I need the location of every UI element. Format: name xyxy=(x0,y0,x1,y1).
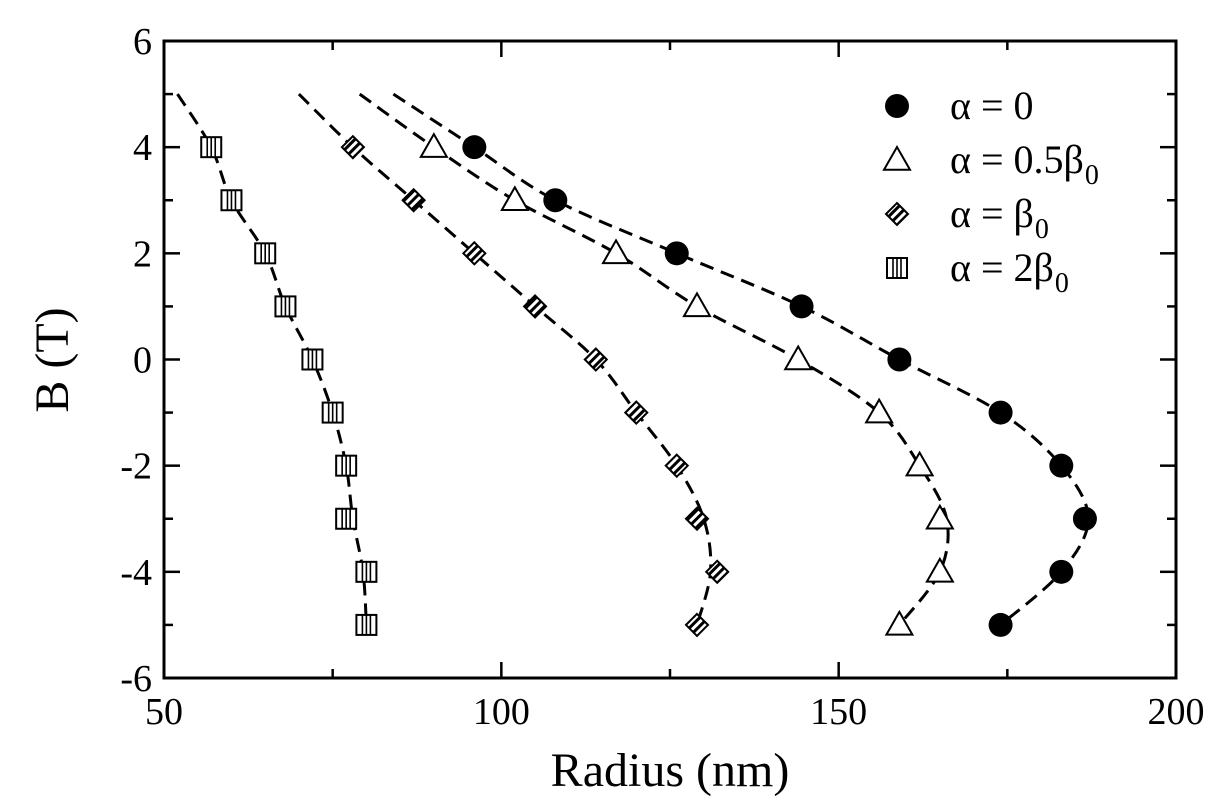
data-point-series-2 xyxy=(884,609,915,636)
y-tick-label: -2 xyxy=(120,446,152,488)
data-point-series-3 xyxy=(704,559,730,585)
data-point-series-3 xyxy=(664,453,690,479)
data-point-series-4 xyxy=(335,507,358,530)
legend-marker-series-1 xyxy=(885,94,909,118)
y-tick-label: -6 xyxy=(120,658,152,700)
data-point-series-4 xyxy=(355,560,378,583)
data-point-series-3 xyxy=(522,294,548,319)
data-point-series-2 xyxy=(783,344,813,371)
data-point-series-1 xyxy=(988,400,1013,425)
data-point-series-3 xyxy=(623,400,649,425)
y-tick-label: 0 xyxy=(133,340,152,382)
legend-label-series-4: α = 2β xyxy=(950,245,1054,290)
x-tick-label: 100 xyxy=(473,691,530,733)
legend-subscript-series-4: 0 xyxy=(1055,268,1069,299)
data-point-series-4 xyxy=(321,401,344,424)
data-point-series-2 xyxy=(682,291,712,318)
legend-marker-series-3 xyxy=(884,201,910,227)
x-tick-label: 150 xyxy=(810,691,867,733)
data-point-series-2 xyxy=(904,450,935,477)
data-point-series-1 xyxy=(462,135,487,160)
data-point-series-4 xyxy=(355,613,378,636)
data-point-series-3 xyxy=(684,506,710,532)
data-point-series-1 xyxy=(1049,559,1074,584)
data-point-series-4 xyxy=(220,189,243,212)
legend-subscript-series-2: 0 xyxy=(1085,160,1099,191)
legend-marker-series-2 xyxy=(882,144,912,171)
data-point-series-3 xyxy=(583,347,609,372)
data-point-series-1 xyxy=(664,241,689,266)
data-point-series-2 xyxy=(925,503,955,530)
data-point-series-1 xyxy=(543,188,568,213)
data-point-series-4 xyxy=(254,242,277,265)
data-point-series-1 xyxy=(988,612,1013,637)
fit-curve-series-2 xyxy=(358,92,950,626)
y-tick-label: 2 xyxy=(133,233,152,275)
y-axis-title: B (T) xyxy=(26,307,79,412)
legend-label-series-3: α = β xyxy=(950,191,1034,236)
data-point-series-3 xyxy=(461,240,487,266)
data-point-series-1 xyxy=(789,294,814,319)
axis-ticks xyxy=(162,39,1178,680)
data-point-series-2 xyxy=(419,132,449,158)
data-point-series-4 xyxy=(301,348,324,371)
y-tick-label: 6 xyxy=(133,21,152,63)
data-point-series-2 xyxy=(500,185,530,211)
data-point-series-4 xyxy=(274,295,297,318)
fit-curve-series-4 xyxy=(176,93,368,626)
data-point-series-2 xyxy=(601,238,631,265)
data-point-series-1 xyxy=(1049,453,1074,478)
x-tick-label: 200 xyxy=(1148,691,1205,733)
fit-curve-series-3 xyxy=(297,93,713,626)
y-tick-label: -4 xyxy=(120,552,152,594)
x-axis-title: Radius (nm) xyxy=(551,744,790,797)
legend-label-series-1: α = 0 xyxy=(950,83,1034,128)
data-point-series-2 xyxy=(864,397,894,424)
legend: α = 0α = 0.5β 0α = β 0α = 2β 0 xyxy=(882,83,1099,299)
data-points xyxy=(200,132,1097,638)
y-tick-label: 4 xyxy=(133,127,152,169)
data-point-series-1 xyxy=(887,347,912,372)
data-point-series-3 xyxy=(340,134,366,160)
legend-subscript-series-3: 0 xyxy=(1035,214,1049,245)
fit-curve-series-1 xyxy=(392,92,1090,627)
data-point-series-1 xyxy=(1072,506,1097,531)
axis-tick-labels: 50 100 150 200 -6 -4 -2 0 2 4 6 xyxy=(120,21,1204,733)
data-point-series-4 xyxy=(335,454,358,477)
x-tick-label: 50 xyxy=(145,691,183,733)
data-point-series-3 xyxy=(401,187,427,213)
legend-label-series-2: α = 0.5β xyxy=(950,137,1084,182)
legend-marker-series-4 xyxy=(886,257,908,279)
data-point-series-2 xyxy=(925,556,955,583)
data-point-series-3 xyxy=(684,612,710,638)
data-point-series-4 xyxy=(200,136,223,159)
